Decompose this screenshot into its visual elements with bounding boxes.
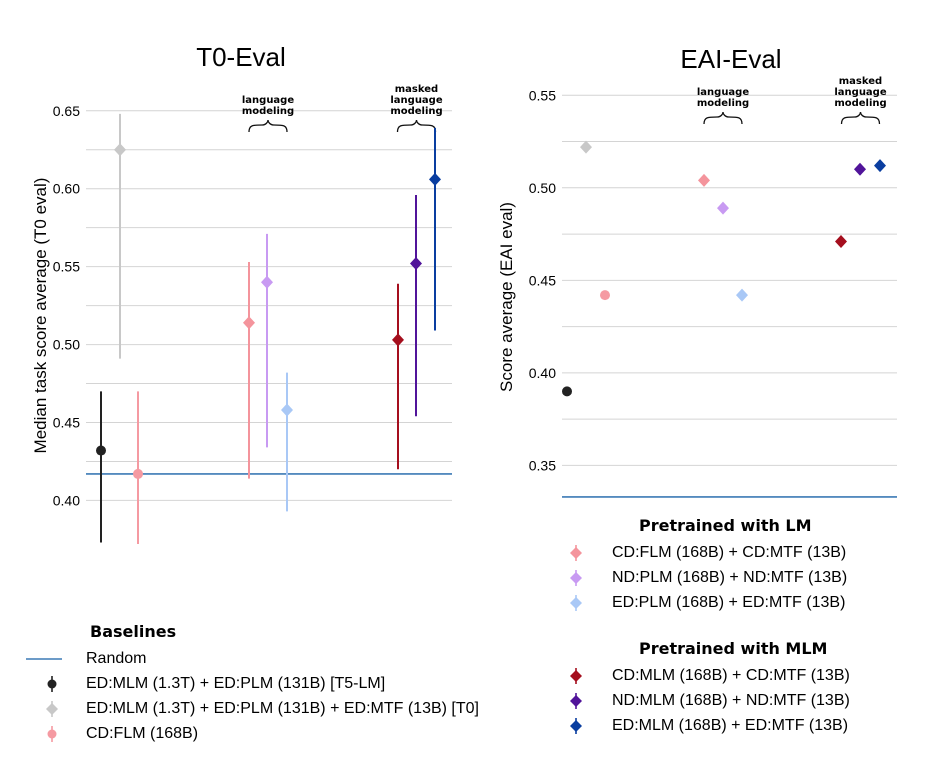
point-nd_mlm [854,162,866,176]
annotation-brace [396,119,437,133]
legend-item-t5lm: ED:MLM (1.3T) + ED:PLM (131B) [T5-LM] [26,671,479,696]
y-tick-label: 0.60 [53,181,80,197]
legend-circle-icon [47,725,57,742]
legend-item-ed-lm: ED:PLM (168B) + ED:MTF (13B) [566,590,850,615]
legend-item-nd-lm: ND:PLM (168B) + ND:MTF (13B) [566,565,850,590]
y-axis-label: Score average (EAI eval) [497,202,516,392]
legend-diamond-icon [570,544,582,561]
point-ed_lm [281,403,293,417]
t0-eval-panel: T0-Eval Median task score average (T0 eva… [31,42,452,545]
point-nd_lm [717,201,729,215]
eai-eval-panel: EAI-Eval Score average (EAI eval) 0.35 0.40… [497,44,897,498]
legend-label: ED:MLM (1.3T) + ED:PLM (131B) [T5-LM] [86,674,386,692]
annotation-text: modeling [242,106,294,117]
legend-item-cd-lm: CD:FLM (168B) + CD:MTF (13B) [566,540,850,565]
point-t5lm [96,445,106,456]
legend-label: CD:MLM (168B) + CD:MTF (13B) [612,666,850,684]
y-axis-label: Median task score average (T0 eval) [31,178,50,454]
point-nd_mlm [410,257,422,271]
point-t0 [580,140,592,154]
chart-title: T0-Eval [196,42,286,72]
annotation-text: language [834,87,886,98]
point-t0 [114,143,126,157]
point-ed_lm [736,288,748,302]
point-cd_lm [698,173,710,187]
legend-title-mlm: Pretrained with MLM [639,639,828,658]
annotation-brace [840,111,881,125]
legend-line-icon [26,657,62,660]
legend-label: Random [86,649,147,667]
point-cdflm [133,468,143,479]
annotation-text: modeling [834,98,886,109]
annotation-text: masked [839,76,882,87]
legend-item-cd-mlm: CD:MLM (168B) + CD:MTF (13B) [566,663,850,688]
legend-title-lm: Pretrained with LM [639,516,812,535]
legend-title-baselines: Baselines [90,622,177,641]
point-cd_lm [243,316,255,330]
annotation-brace [248,119,288,133]
annotation-text: language [697,87,749,98]
y-tick-label: 0.45 [53,414,80,430]
legend-label: ND:MLM (168B) + ND:MTF (13B) [612,691,850,709]
annotation-brace [703,111,743,125]
legend-diamond-icon [570,569,582,586]
y-tick-label: 0.50 [53,337,80,353]
legend-item-ed-mlm: ED:MLM (168B) + ED:MTF (13B) [566,713,850,738]
annotation-text: language [390,95,442,106]
legend-item-nd-mlm: ND:MLM (168B) + ND:MTF (13B) [566,688,850,713]
point-ed_mlm [874,159,886,173]
point-ed_mlm [429,172,441,186]
annotation-text: language [242,95,294,106]
point-t5lm [562,386,572,397]
y-tick-label: 0.50 [529,180,556,196]
legend-diamond-icon [46,700,58,717]
point-cd_mlm [835,234,847,248]
legend-pretrained: Pretrained with LM CD:FLM (168B) + CD:MT… [566,516,850,738]
point-nd_lm [261,275,273,289]
legend-label: CD:FLM (168B) + CD:MTF (13B) [612,543,847,561]
annotation-text: modeling [697,98,749,109]
annotation-text: masked [395,84,438,95]
legend-label: ED:MLM (168B) + ED:MTF (13B) [612,716,849,734]
legend-item-random: Random [26,646,479,671]
legend-label: ND:PLM (168B) + ND:MTF (13B) [612,568,848,586]
legend-baselines: Baselines Random ED:MLM (1.3T) + ED:PLM … [26,622,479,746]
legend-diamond-icon [570,692,582,709]
chart-title: EAI-Eval [680,44,781,74]
y-tick-label: 0.45 [529,272,556,288]
legend-diamond-icon [570,667,582,684]
legend-diamond-icon [570,717,582,734]
y-tick-label: 0.55 [529,87,556,103]
legend-diamond-icon [570,594,582,611]
legend-circle-icon [47,675,57,692]
y-tick-label: 0.35 [529,457,556,473]
y-tick-label: 0.40 [53,492,80,508]
point-cdflm [600,290,610,301]
legend-item-t0: ED:MLM (1.3T) + ED:PLM (131B) + ED:MTF (… [26,696,479,721]
annotation-text: modeling [390,106,442,117]
legend-label: CD:FLM (168B) [86,724,199,742]
legend-label: ED:PLM (168B) + ED:MTF (13B) [612,593,846,611]
legend-item-cdflm: CD:FLM (168B) [26,721,479,746]
y-tick-label: 0.40 [529,365,556,381]
point-cd_mlm [392,333,404,347]
y-tick-label: 0.65 [53,103,80,119]
legend-label: ED:MLM (1.3T) + ED:PLM (131B) + ED:MTF (… [86,699,479,717]
y-tick-label: 0.55 [53,259,80,275]
